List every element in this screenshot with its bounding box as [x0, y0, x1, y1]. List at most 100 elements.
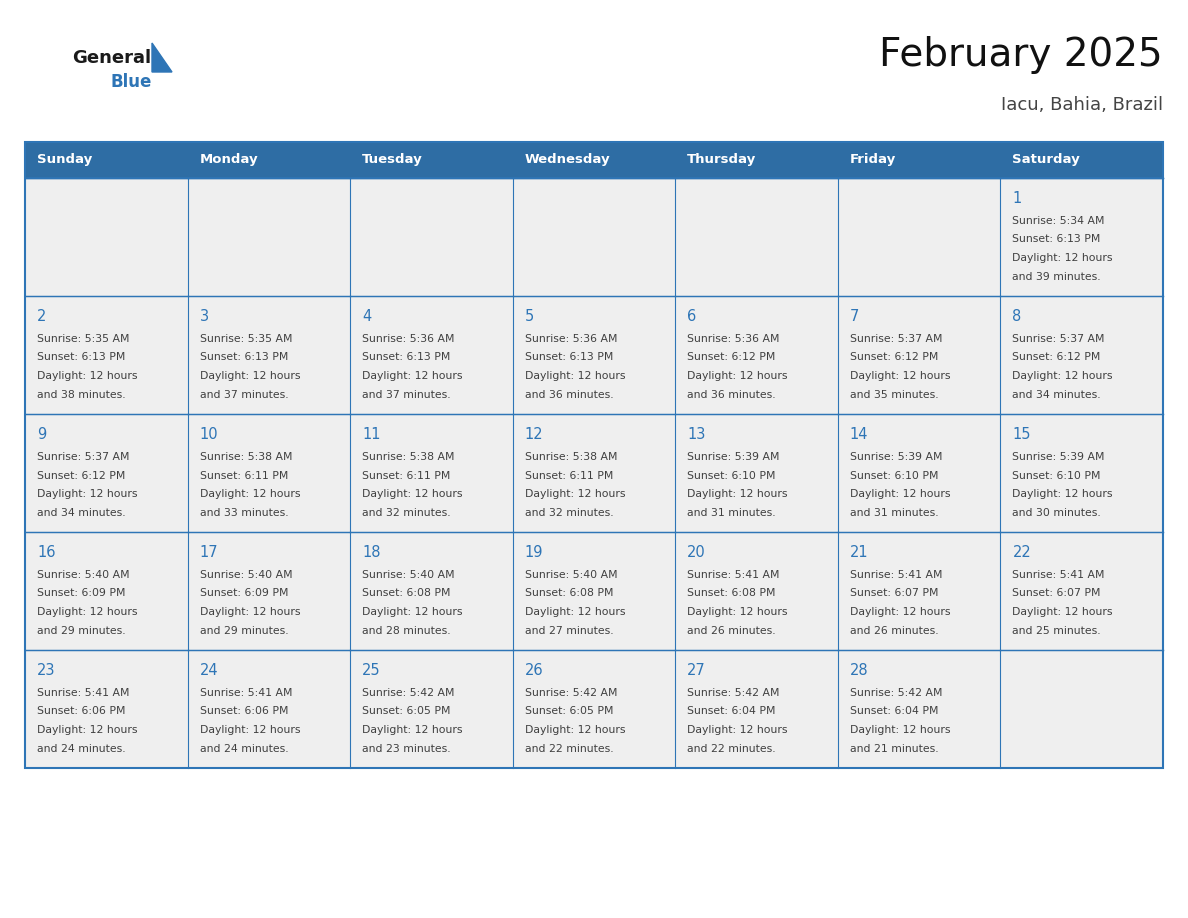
Bar — [350, 178, 513, 296]
Text: Saturday: Saturday — [1012, 153, 1080, 166]
Text: Daylight: 12 hours: Daylight: 12 hours — [1012, 253, 1113, 263]
Text: Sunrise: 5:40 AM: Sunrise: 5:40 AM — [525, 570, 618, 580]
Text: Sunrise: 5:36 AM: Sunrise: 5:36 AM — [688, 334, 779, 344]
Text: 6: 6 — [688, 309, 696, 324]
Text: 12: 12 — [525, 427, 543, 442]
Text: Sunrise: 5:40 AM: Sunrise: 5:40 AM — [200, 570, 292, 580]
Bar — [25, 142, 188, 178]
Text: Thursday: Thursday — [688, 153, 757, 166]
Bar — [838, 532, 1000, 650]
Text: and 36 minutes.: and 36 minutes. — [525, 389, 613, 399]
Text: Sunrise: 5:37 AM: Sunrise: 5:37 AM — [37, 452, 129, 462]
Bar — [1000, 532, 1163, 650]
Bar — [188, 650, 350, 768]
Text: Sunrise: 5:40 AM: Sunrise: 5:40 AM — [37, 570, 129, 580]
Text: Sunset: 6:10 PM: Sunset: 6:10 PM — [1012, 471, 1101, 480]
Text: Daylight: 12 hours: Daylight: 12 hours — [688, 371, 788, 381]
Text: Blue: Blue — [110, 73, 151, 91]
Bar — [188, 296, 350, 414]
Text: 18: 18 — [362, 545, 380, 560]
Text: Sunrise: 5:36 AM: Sunrise: 5:36 AM — [525, 334, 618, 344]
Text: and 28 minutes.: and 28 minutes. — [362, 625, 450, 635]
Text: and 26 minutes.: and 26 minutes. — [849, 625, 939, 635]
Bar — [838, 414, 1000, 532]
Text: February 2025: February 2025 — [879, 36, 1163, 74]
Text: Daylight: 12 hours: Daylight: 12 hours — [525, 489, 625, 499]
Text: and 31 minutes.: and 31 minutes. — [688, 508, 776, 518]
Text: Sunset: 6:13 PM: Sunset: 6:13 PM — [37, 353, 126, 363]
Text: Sunset: 6:06 PM: Sunset: 6:06 PM — [37, 707, 126, 717]
Text: Sunset: 6:07 PM: Sunset: 6:07 PM — [849, 588, 939, 599]
Text: Sunrise: 5:42 AM: Sunrise: 5:42 AM — [688, 688, 779, 698]
Bar — [25, 414, 188, 532]
Text: Daylight: 12 hours: Daylight: 12 hours — [849, 489, 950, 499]
Bar — [1000, 296, 1163, 414]
Text: Sunrise: 5:41 AM: Sunrise: 5:41 AM — [37, 688, 129, 698]
Text: Sunset: 6:09 PM: Sunset: 6:09 PM — [37, 588, 126, 599]
Text: 1: 1 — [1012, 191, 1022, 206]
Text: Daylight: 12 hours: Daylight: 12 hours — [200, 489, 301, 499]
Text: 17: 17 — [200, 545, 219, 560]
Bar — [188, 532, 350, 650]
Text: 5: 5 — [525, 309, 533, 324]
Text: Sunset: 6:05 PM: Sunset: 6:05 PM — [525, 707, 613, 717]
Text: 7: 7 — [849, 309, 859, 324]
Bar — [838, 142, 1000, 178]
Text: and 24 minutes.: and 24 minutes. — [200, 744, 289, 754]
Text: Daylight: 12 hours: Daylight: 12 hours — [525, 725, 625, 735]
Text: and 26 minutes.: and 26 minutes. — [688, 625, 776, 635]
Text: Daylight: 12 hours: Daylight: 12 hours — [362, 725, 462, 735]
Text: Sunset: 6:07 PM: Sunset: 6:07 PM — [1012, 588, 1101, 599]
Bar — [675, 532, 838, 650]
Bar — [350, 142, 513, 178]
Text: and 22 minutes.: and 22 minutes. — [525, 744, 613, 754]
Text: Daylight: 12 hours: Daylight: 12 hours — [688, 489, 788, 499]
Text: 14: 14 — [849, 427, 868, 442]
Text: Daylight: 12 hours: Daylight: 12 hours — [688, 607, 788, 617]
Text: and 32 minutes.: and 32 minutes. — [525, 508, 613, 518]
Text: and 29 minutes.: and 29 minutes. — [37, 625, 126, 635]
Bar — [838, 650, 1000, 768]
Text: Sunset: 6:08 PM: Sunset: 6:08 PM — [688, 588, 776, 599]
Text: and 24 minutes.: and 24 minutes. — [37, 744, 126, 754]
Text: Sunrise: 5:42 AM: Sunrise: 5:42 AM — [849, 688, 942, 698]
Bar — [350, 532, 513, 650]
Text: and 34 minutes.: and 34 minutes. — [37, 508, 126, 518]
Text: Sunrise: 5:38 AM: Sunrise: 5:38 AM — [525, 452, 618, 462]
Text: Sunrise: 5:37 AM: Sunrise: 5:37 AM — [1012, 334, 1105, 344]
Bar — [513, 296, 675, 414]
Text: Sunrise: 5:41 AM: Sunrise: 5:41 AM — [200, 688, 292, 698]
Text: 25: 25 — [362, 663, 381, 678]
Text: Sunrise: 5:35 AM: Sunrise: 5:35 AM — [200, 334, 292, 344]
Text: Sunset: 6:08 PM: Sunset: 6:08 PM — [362, 588, 450, 599]
Text: and 23 minutes.: and 23 minutes. — [362, 744, 450, 754]
Bar — [675, 296, 838, 414]
Bar — [188, 414, 350, 532]
Bar — [1000, 414, 1163, 532]
Text: Sunset: 6:13 PM: Sunset: 6:13 PM — [1012, 234, 1101, 244]
Text: 8: 8 — [1012, 309, 1022, 324]
Text: Sunset: 6:13 PM: Sunset: 6:13 PM — [200, 353, 287, 363]
Text: Tuesday: Tuesday — [362, 153, 423, 166]
Text: 15: 15 — [1012, 427, 1031, 442]
Bar — [350, 414, 513, 532]
Text: and 34 minutes.: and 34 minutes. — [1012, 389, 1101, 399]
Bar — [513, 178, 675, 296]
Text: Daylight: 12 hours: Daylight: 12 hours — [849, 371, 950, 381]
Text: Daylight: 12 hours: Daylight: 12 hours — [200, 725, 301, 735]
Text: 28: 28 — [849, 663, 868, 678]
Text: Daylight: 12 hours: Daylight: 12 hours — [37, 489, 138, 499]
Text: and 39 minutes.: and 39 minutes. — [1012, 272, 1101, 282]
Text: 3: 3 — [200, 309, 209, 324]
Text: Sunrise: 5:38 AM: Sunrise: 5:38 AM — [200, 452, 292, 462]
Text: Sunset: 6:12 PM: Sunset: 6:12 PM — [688, 353, 776, 363]
Text: Sunset: 6:11 PM: Sunset: 6:11 PM — [362, 471, 450, 480]
Text: Sunset: 6:12 PM: Sunset: 6:12 PM — [37, 471, 126, 480]
Text: 21: 21 — [849, 545, 868, 560]
Text: Iacu, Bahia, Brazil: Iacu, Bahia, Brazil — [1000, 96, 1163, 114]
Bar — [675, 142, 838, 178]
Text: 16: 16 — [37, 545, 56, 560]
Text: Daylight: 12 hours: Daylight: 12 hours — [37, 607, 138, 617]
Text: Daylight: 12 hours: Daylight: 12 hours — [1012, 607, 1113, 617]
Text: Daylight: 12 hours: Daylight: 12 hours — [525, 607, 625, 617]
